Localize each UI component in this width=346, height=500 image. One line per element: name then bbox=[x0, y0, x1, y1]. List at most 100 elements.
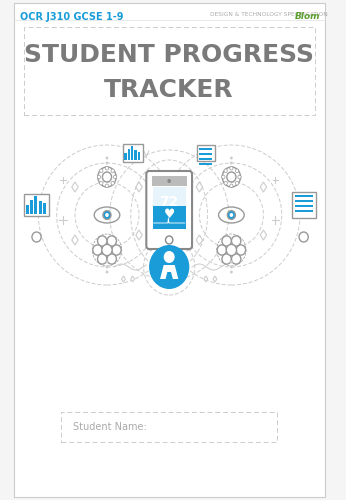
Circle shape bbox=[93, 245, 102, 255]
Circle shape bbox=[230, 166, 233, 170]
Polygon shape bbox=[136, 230, 142, 240]
Polygon shape bbox=[196, 182, 202, 192]
Circle shape bbox=[229, 213, 233, 217]
Text: ♥: ♥ bbox=[164, 208, 175, 222]
Bar bbox=[199, 158, 212, 160]
Polygon shape bbox=[136, 182, 142, 192]
Circle shape bbox=[230, 184, 233, 188]
Circle shape bbox=[230, 270, 233, 274]
Bar bbox=[294, 210, 313, 212]
Circle shape bbox=[102, 244, 112, 256]
Polygon shape bbox=[72, 235, 78, 245]
Bar bbox=[199, 152, 212, 155]
Circle shape bbox=[186, 248, 189, 252]
Circle shape bbox=[106, 162, 108, 164]
Bar bbox=[34, 196, 37, 214]
Bar bbox=[122, 144, 143, 162]
Circle shape bbox=[230, 162, 233, 164]
Circle shape bbox=[106, 266, 108, 268]
Polygon shape bbox=[213, 276, 217, 282]
Polygon shape bbox=[196, 235, 202, 245]
Bar bbox=[294, 200, 313, 202]
Circle shape bbox=[235, 169, 239, 172]
Bar bbox=[128, 149, 130, 160]
Circle shape bbox=[217, 245, 227, 255]
Polygon shape bbox=[204, 276, 208, 282]
Bar bbox=[134, 150, 137, 160]
Circle shape bbox=[106, 166, 108, 170]
FancyBboxPatch shape bbox=[24, 27, 315, 115]
Circle shape bbox=[230, 260, 233, 264]
Circle shape bbox=[299, 232, 308, 242]
Bar bbox=[292, 192, 316, 218]
Circle shape bbox=[32, 232, 41, 242]
Circle shape bbox=[227, 210, 235, 220]
Bar bbox=[294, 194, 313, 197]
Circle shape bbox=[107, 254, 116, 264]
Bar bbox=[152, 176, 186, 186]
Circle shape bbox=[154, 258, 157, 262]
Polygon shape bbox=[131, 276, 135, 282]
Bar bbox=[294, 204, 313, 207]
FancyBboxPatch shape bbox=[14, 3, 325, 497]
Circle shape bbox=[149, 245, 189, 289]
Circle shape bbox=[230, 266, 233, 268]
FancyBboxPatch shape bbox=[61, 412, 277, 442]
Circle shape bbox=[182, 258, 184, 262]
Circle shape bbox=[149, 248, 152, 252]
Bar bbox=[39, 202, 42, 214]
Polygon shape bbox=[72, 182, 78, 192]
Bar bbox=[199, 162, 212, 165]
Bar bbox=[124, 153, 127, 160]
Circle shape bbox=[105, 213, 109, 217]
Bar bbox=[199, 148, 212, 150]
Circle shape bbox=[98, 254, 107, 264]
Circle shape bbox=[230, 156, 233, 160]
Circle shape bbox=[222, 236, 231, 246]
Text: STUDENT PROGRESS: STUDENT PROGRESS bbox=[24, 43, 314, 67]
Circle shape bbox=[111, 169, 114, 172]
Circle shape bbox=[226, 244, 237, 256]
Bar bbox=[30, 200, 33, 214]
Circle shape bbox=[231, 254, 241, 264]
Bar bbox=[137, 152, 140, 160]
Circle shape bbox=[106, 156, 108, 160]
Circle shape bbox=[105, 166, 109, 170]
Polygon shape bbox=[121, 276, 125, 282]
Circle shape bbox=[97, 175, 101, 179]
Bar bbox=[153, 187, 186, 229]
Circle shape bbox=[111, 182, 114, 185]
Text: DESIGN & TECHNOLOGY SPECIFICATION: DESIGN & TECHNOLOGY SPECIFICATION bbox=[210, 12, 328, 17]
Text: TRACKER: TRACKER bbox=[104, 78, 234, 102]
Text: OCR J310 GCSE 1-9: OCR J310 GCSE 1-9 bbox=[20, 12, 124, 22]
Circle shape bbox=[238, 175, 241, 179]
Polygon shape bbox=[260, 230, 267, 240]
Bar bbox=[197, 145, 215, 161]
Circle shape bbox=[231, 236, 241, 246]
Bar bbox=[24, 194, 49, 216]
Bar bbox=[131, 146, 133, 160]
Text: Blom: Blom bbox=[295, 12, 320, 21]
Circle shape bbox=[222, 175, 225, 179]
Bar bbox=[153, 206, 186, 229]
Circle shape bbox=[113, 175, 117, 179]
Bar bbox=[26, 205, 29, 214]
Circle shape bbox=[224, 169, 227, 172]
Text: Student Name:: Student Name: bbox=[73, 422, 147, 432]
Circle shape bbox=[165, 236, 173, 244]
Circle shape bbox=[224, 182, 227, 185]
Polygon shape bbox=[260, 182, 267, 192]
Bar bbox=[43, 203, 46, 214]
Circle shape bbox=[112, 245, 121, 255]
Circle shape bbox=[230, 166, 233, 170]
Circle shape bbox=[167, 179, 171, 183]
Circle shape bbox=[164, 251, 175, 263]
Circle shape bbox=[106, 260, 108, 264]
Circle shape bbox=[105, 184, 109, 188]
Circle shape bbox=[106, 270, 108, 274]
Circle shape bbox=[235, 182, 239, 185]
Circle shape bbox=[98, 236, 107, 246]
Circle shape bbox=[107, 236, 116, 246]
Circle shape bbox=[100, 169, 103, 172]
Text: 72: 72 bbox=[160, 195, 179, 209]
